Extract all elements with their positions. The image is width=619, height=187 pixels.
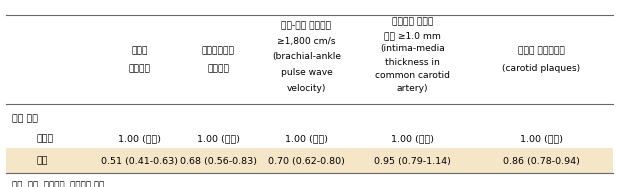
Text: (carotid plaques): (carotid plaques) — [503, 64, 581, 73]
Text: 뇌졸중: 뇌졸중 — [131, 46, 148, 55]
Text: 1.00 (기준): 1.00 (기준) — [391, 135, 434, 144]
Text: 농업 여부: 농업 여부 — [12, 115, 38, 124]
Text: (intima-media: (intima-media — [380, 44, 445, 53]
Text: 의사진단: 의사진단 — [129, 64, 150, 73]
Text: 농업: 농업 — [37, 157, 48, 166]
Text: 두께 ≥1.0 mm: 두께 ≥1.0 mm — [384, 31, 441, 40]
Bar — [6, 148, 613, 173]
Text: 비농업: 비농업 — [37, 135, 54, 144]
Text: 1.00 (기준): 1.00 (기준) — [197, 135, 240, 144]
Text: 관상동맥질환: 관상동맥질환 — [202, 46, 235, 55]
Text: velocity): velocity) — [287, 84, 326, 93]
Text: 0.51 (0.41-0.63): 0.51 (0.41-0.63) — [101, 157, 178, 166]
Text: 0.70 (0.62-0.80): 0.70 (0.62-0.80) — [268, 157, 345, 166]
Text: 0.68 (0.56-0.83): 0.68 (0.56-0.83) — [180, 157, 257, 166]
Text: 총경동맥 내중막: 총경동맥 내중막 — [392, 18, 433, 27]
Text: ≥1,800 cm/s: ≥1,800 cm/s — [277, 37, 335, 46]
Text: common carotid: common carotid — [375, 71, 450, 80]
Text: 0.86 (0.78-0.94): 0.86 (0.78-0.94) — [503, 157, 580, 166]
Text: 0.95 (0.79-1.14): 0.95 (0.79-1.14) — [374, 157, 451, 166]
Text: 1.00 (기준): 1.00 (기준) — [285, 135, 328, 144]
Text: pulse wave: pulse wave — [280, 68, 332, 77]
Text: (brachial-ankle: (brachial-ankle — [272, 52, 341, 61]
Text: 상완-발목 맥파속도: 상완-발목 맥파속도 — [282, 21, 332, 30]
Text: 1.00 (기준): 1.00 (기준) — [520, 135, 563, 144]
Text: artery): artery) — [397, 84, 428, 94]
Text: 성별, 연령, 교육수준, 혼인상태 보정: 성별, 연령, 교육수준, 혼인상태 보정 — [12, 181, 105, 187]
Text: thickness in: thickness in — [385, 58, 440, 67]
Text: 경동맥 죽상경화반: 경동맥 죽상경화반 — [518, 46, 565, 55]
Text: 의사진단: 의사진단 — [207, 64, 230, 73]
Text: 1.00 (기준): 1.00 (기준) — [118, 135, 161, 144]
